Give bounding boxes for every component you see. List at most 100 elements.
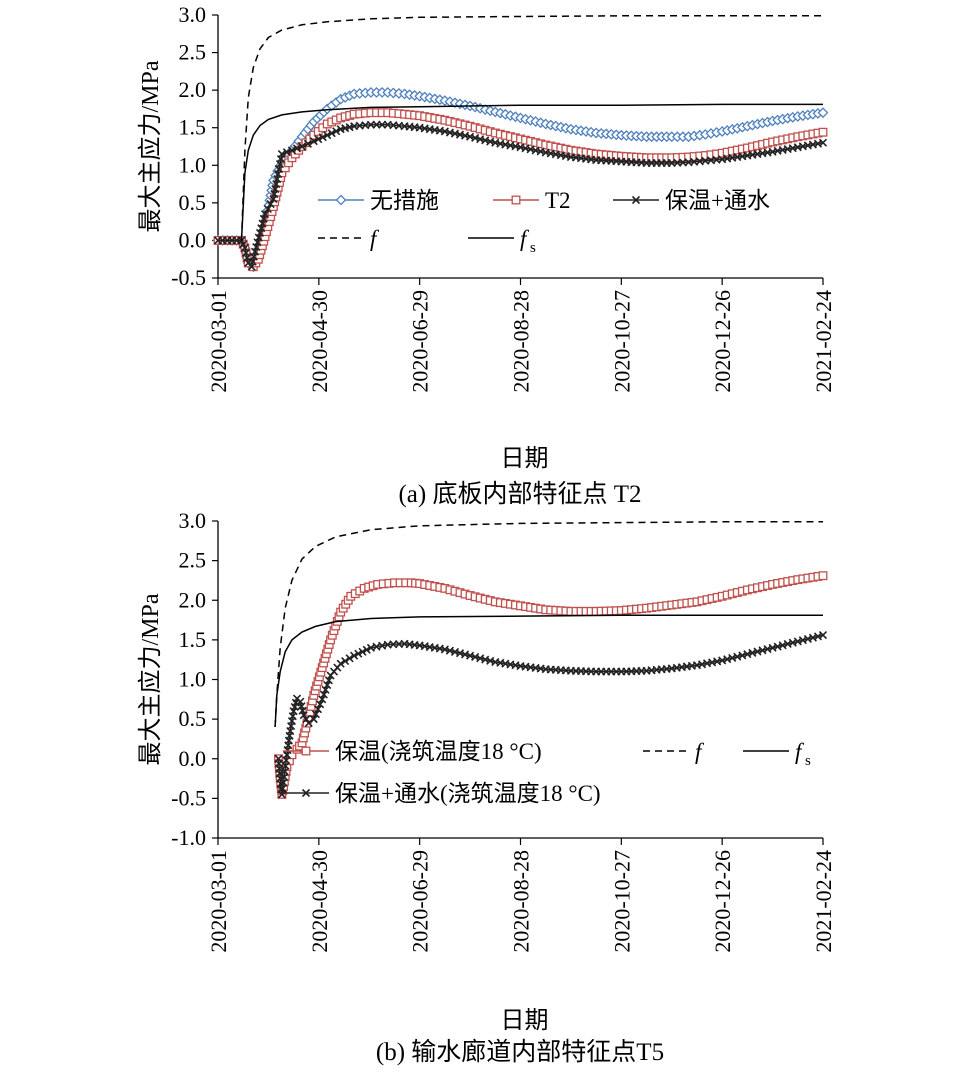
legend-label: 保温(浇筑温度18 °C) <box>335 739 542 764</box>
marker-cross <box>350 651 359 660</box>
y-tick-label: 1.5 <box>179 115 207 140</box>
x-axis-title: 日期 <box>501 446 549 472</box>
y-tick-label: -0.5 <box>171 265 206 290</box>
marker-cross <box>266 200 275 209</box>
legend-item: f <box>643 739 705 764</box>
series-line <box>274 521 823 728</box>
marker-cross <box>302 715 311 724</box>
series-square <box>213 108 828 272</box>
marker-cross <box>282 148 291 157</box>
marker-diamond <box>335 194 347 206</box>
marker-cross <box>287 146 297 155</box>
x-tick-label: 2020-06-29 <box>408 850 433 953</box>
x-tick-label: 2020-08-28 <box>509 290 534 393</box>
marker-cross <box>345 654 354 663</box>
y-tick-label: 0.5 <box>179 190 207 215</box>
y-tick-label: 0.0 <box>179 227 207 252</box>
legend-subscript: s <box>530 240 536 256</box>
marker-cross <box>818 631 828 640</box>
series-line <box>240 15 823 241</box>
series-f <box>240 15 823 241</box>
x-tick-label: 2021-02-24 <box>811 850 836 953</box>
y-tick-label: 0.0 <box>179 746 207 771</box>
marker-cross <box>301 788 311 798</box>
marker-cross <box>327 129 336 138</box>
y-tick-label: 2.5 <box>179 548 207 573</box>
marker-cross <box>313 705 323 714</box>
marker-cross <box>314 135 323 144</box>
panel-caption: (b) 输水廊道内部特征点T5 <box>376 1038 664 1066</box>
marker-cross <box>316 700 325 709</box>
marker-square <box>818 127 828 137</box>
marker-cross <box>254 233 263 242</box>
legend: 无措施 T2 保温+通水f f s <box>318 188 770 256</box>
marker-cross <box>299 711 308 720</box>
legend-label: f <box>520 226 530 251</box>
x-axis-title: 日期 <box>501 1008 549 1034</box>
marker-cross <box>354 649 363 658</box>
legend-item: f <box>318 226 380 251</box>
marker-cross <box>318 695 327 704</box>
marker-cross <box>319 690 328 699</box>
marker-square <box>511 195 521 205</box>
y-tick-label: 0.5 <box>179 706 207 731</box>
marker-cross <box>631 195 641 205</box>
series-cross <box>213 120 828 271</box>
legend-label: 保温+通水(浇筑温度18 °C) <box>335 781 601 806</box>
series-line <box>274 614 823 728</box>
marker-cross <box>336 659 345 668</box>
marker-cross <box>252 242 261 252</box>
legend-label: f <box>795 739 805 764</box>
marker-cross <box>818 138 828 147</box>
legend-label: T2 <box>545 188 571 213</box>
marker-cross <box>309 137 318 146</box>
marker-cross <box>292 144 302 153</box>
legend-label: 保温+通水 <box>665 188 770 213</box>
series-line <box>277 634 824 795</box>
marker-cross <box>321 685 330 694</box>
panel-caption: (a) 底板内部特征点 T2 <box>398 480 641 508</box>
marker-cross <box>309 715 318 724</box>
y-axis-title: 最大主应力/MPa <box>137 593 164 765</box>
legend-item: 无措施 <box>318 188 439 213</box>
x-tick-label: 2020-10-27 <box>609 850 634 953</box>
marker-cross <box>362 645 371 654</box>
marker-cross <box>332 127 341 136</box>
y-tick-label: -1.0 <box>171 825 206 850</box>
legend-item: 保温(浇筑温度18 °C) <box>283 739 542 764</box>
series-fs <box>274 614 823 728</box>
y-axis-title: 最大主应力/MPa <box>137 60 164 232</box>
x-tick-label: 2020-06-29 <box>408 290 433 393</box>
marker-cross <box>341 656 350 666</box>
marker-cross <box>258 219 267 228</box>
y-tick-label: 2.0 <box>179 587 207 612</box>
y-tick-label: 3.0 <box>179 2 207 27</box>
marker-cross <box>255 228 265 237</box>
marker-cross <box>303 139 312 148</box>
x-tick-label: 2020-10-27 <box>609 290 634 393</box>
y-tick-label: 2.0 <box>179 77 207 102</box>
legend-label: f <box>695 739 705 764</box>
y-tick-label: 3.0 <box>179 508 207 533</box>
x-tick-label: 2020-03-01 <box>206 850 231 953</box>
y-tick-label: 1.5 <box>179 627 207 652</box>
marker-cross <box>324 676 333 685</box>
marker-cross <box>277 149 286 159</box>
legend-item: T2 <box>493 188 571 213</box>
marker-cross <box>253 238 262 247</box>
series-square <box>274 571 828 799</box>
series-line <box>240 103 823 241</box>
y-tick-label: -0.5 <box>171 785 206 810</box>
x-tick-label: 2020-12-26 <box>710 290 735 393</box>
marker-cross <box>358 647 367 656</box>
legend-item: 保温+通水 <box>613 188 770 213</box>
series-cross <box>274 631 828 799</box>
series-f <box>274 521 823 728</box>
legend-subscript: s <box>805 753 811 769</box>
legend-label: 无措施 <box>370 188 439 213</box>
x-tick-label: 2020-08-28 <box>509 850 534 953</box>
x-tick-label: 2020-04-30 <box>307 290 332 393</box>
